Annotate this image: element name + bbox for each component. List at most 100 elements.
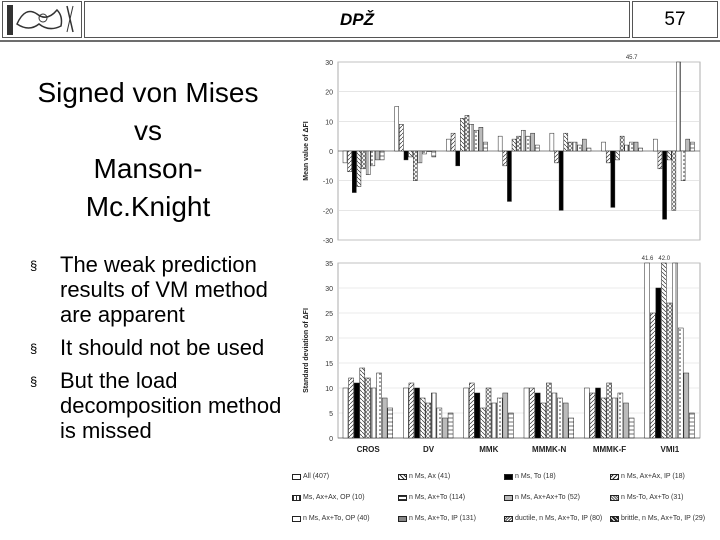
bar: [600, 397, 607, 439]
bar: [480, 407, 486, 439]
legend-label: n Ms, Ax (41): [409, 473, 451, 480]
legend-item: n Ms, Ax (41): [398, 473, 450, 480]
bar: [508, 412, 514, 439]
bar: [601, 141, 606, 152]
bar: [473, 129, 479, 152]
legend-label: n Ms, Ax+Ax+To (52): [515, 494, 580, 501]
bar: [387, 407, 393, 439]
legend-label: Ms, Ax+Ax, OP (10): [303, 494, 365, 501]
bar: [356, 150, 362, 187]
bar: [615, 150, 620, 161]
bar: [348, 377, 354, 439]
category-label: MMMK-N: [532, 445, 566, 454]
y-tick-label: 15: [325, 361, 333, 368]
y-tick-label: 35: [325, 261, 333, 268]
bar: [662, 150, 667, 220]
bar: [496, 397, 503, 439]
legend-swatch: [610, 515, 619, 522]
bar: [425, 402, 431, 439]
y-tick-label: 0: [329, 436, 333, 443]
bar: [469, 124, 474, 152]
header-divider: [0, 40, 720, 42]
y-tick-label: -20: [323, 208, 333, 215]
header-title: DPŽ: [84, 1, 630, 38]
bar: [534, 144, 540, 152]
y-tick-label: 20: [325, 90, 333, 97]
bar: [342, 387, 349, 439]
bar: [605, 150, 611, 164]
y-axis-label: Standard deviation of ΔFI: [303, 308, 310, 393]
legend-label: n Ms, Ax+Ax, IP (18): [621, 473, 685, 480]
bar: [419, 397, 426, 439]
bar: [672, 262, 678, 439]
bar: [568, 417, 574, 439]
legend-item: n Ms, Ax+Ax+To (52): [504, 494, 580, 501]
legend-item: n Ms, Ax+To (114): [398, 494, 465, 501]
legend-item: n Ms, Ax+To, IP (131): [398, 515, 476, 522]
bar: [530, 132, 535, 152]
bar: [370, 387, 377, 439]
bar: [511, 138, 517, 152]
bar: [653, 138, 658, 152]
bar: [370, 150, 376, 167]
bar: [455, 150, 460, 167]
bar: [628, 417, 635, 439]
bullet-marker: §: [30, 341, 38, 356]
legend-swatch: [398, 473, 407, 480]
y-tick-label: 5: [329, 411, 333, 418]
legend-swatch: [292, 473, 301, 480]
bar: [582, 138, 587, 152]
bar: [551, 392, 558, 439]
bar: [414, 387, 420, 439]
outlier-label: 42.0: [658, 256, 670, 262]
bar: [446, 138, 451, 152]
bullet-text: It should not be used: [60, 335, 265, 360]
bar: [584, 387, 590, 439]
bar: [644, 262, 650, 439]
slide-title-line: Mc.Knight: [85, 191, 211, 222]
bar: [549, 132, 555, 152]
legend-item: ductile, n Ms, Ax+To, IP (80): [504, 515, 602, 522]
legend-item: All (407): [292, 473, 329, 480]
bar: [557, 397, 563, 439]
bullet-marker: §: [30, 258, 38, 273]
legend-swatch: [504, 473, 513, 480]
bar: [342, 150, 348, 164]
bar: [612, 397, 618, 439]
outlier-label: 45.7: [626, 55, 638, 61]
bar: [460, 118, 465, 152]
bar: [365, 377, 371, 439]
bar: [436, 407, 443, 439]
bar: [447, 412, 454, 439]
bar: [568, 141, 573, 152]
bar: [529, 387, 535, 439]
y-tick-label: 30: [325, 286, 333, 293]
bar: [502, 392, 509, 439]
bar: [491, 402, 497, 439]
bar: [655, 287, 662, 439]
bar: [606, 382, 612, 439]
bar: [685, 138, 691, 152]
logo-emblem: [16, 8, 63, 30]
bar: [417, 150, 423, 164]
bar: [661, 262, 667, 439]
bar: [666, 150, 672, 161]
y-tick-label: 10: [325, 386, 333, 393]
bar: [558, 150, 564, 211]
slide-title-line: Manson-: [93, 153, 203, 184]
bar: [562, 402, 569, 439]
bar: [677, 327, 684, 439]
legend-item: n Ms, Ax+Ax, IP (18): [610, 473, 685, 480]
legend-swatch: [398, 515, 407, 522]
outlier-label: 41.6: [642, 256, 654, 262]
legend-swatch: [610, 473, 619, 480]
bar: [623, 402, 629, 439]
bar: [629, 141, 634, 152]
legend-swatch: [398, 494, 407, 501]
bar: [381, 397, 388, 439]
legend-item: brittle, n Ms, Ax+To, IP (29): [610, 515, 705, 522]
bar: [563, 132, 569, 152]
bar: [502, 150, 508, 167]
bar: [359, 367, 366, 439]
bar: [540, 402, 547, 439]
